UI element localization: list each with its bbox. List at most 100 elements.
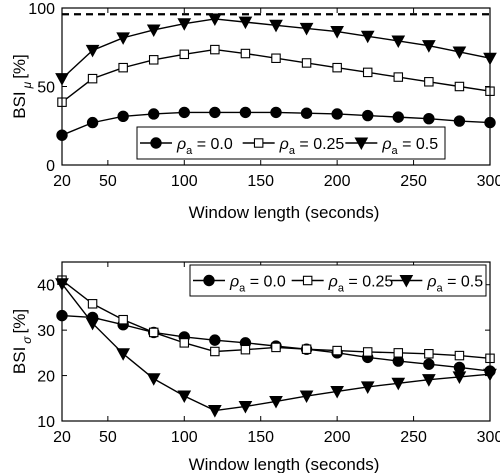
chart-1-series-2-point [362,67,373,78]
chart-1-series-3-point [360,30,375,44]
chart-2-series-3-point [330,385,344,399]
chart-2-legend-rho: ρ [426,274,436,291]
chart-1-y-tick-label: 0 [46,158,55,175]
chart-1-series-2-point [332,62,342,73]
chart-1-series-1-point [300,107,313,119]
chart-2-legend-value: = 0.25 [344,274,393,291]
chart-1-series-3-point [116,32,130,45]
chart-1-x-axis-label: Window length (seconds) [189,203,380,222]
chart-1-x-tick-label: 50 [99,173,117,190]
chart-1-x-tick-label: 20 [53,173,71,190]
chart-1-series-1-point [86,116,99,129]
chart-2-series-3 [55,278,497,418]
chart-1-y-tick-label: 100 [28,1,55,18]
chart-1-legend-box [136,126,446,160]
chart-2-plot-frame [61,261,491,422]
chart-2-series-3-point [116,348,130,361]
chart-2-legend-rho: ρ [229,274,239,291]
chart-1-series-2-point [179,49,190,60]
chart-2-legend-label-2: ρa = 0.25 [328,274,394,295]
chart-1-series-3-point [391,35,406,49]
chart-1-x-tick-label: 200 [324,173,351,190]
chart-2-y-tick-label: 30 [37,323,55,340]
chart-2-series-3-point [360,381,375,394]
chart-1-series-2-point [118,62,128,73]
chart-1-legend-marker [354,137,369,151]
chart-2-series-2-point [301,344,312,354]
chart-1-y-axis-label-main: BSI [10,91,29,118]
chart-2-series-3-point [177,390,192,404]
chart-1-series-2-point [301,58,312,68]
chart-2-x-axis-label: Window length (seconds) [189,455,380,473]
chart-2-series-2-point [362,347,373,357]
chart-1-y-axis-label-unit: [%] [10,54,29,79]
chart-1-series-1-point [270,106,282,119]
chart-2-y-tick-label: 10 [37,414,55,431]
chart-1-series-2-point [271,53,281,63]
chart-2-legend-sub: a [239,283,246,295]
chart-1-legend-label-2: ρa = 0.25 [279,136,345,157]
chart-1-series-1 [56,106,496,141]
chart-2-series-2-point [87,299,98,309]
chart-2-legend-box [189,264,487,297]
chart-2-series-2-point [454,350,465,361]
chart-2-y-axis-label-main: BSI [10,347,29,374]
chart-2-series-3-point [422,374,436,387]
chart-1-legend-sub: a [186,145,193,157]
chart-2-series-3-point [238,400,253,414]
chart-1-series-1-point [239,106,252,119]
chart-1-series-3-point [330,26,344,39]
chart-1-series-3-point [238,16,253,30]
chart-2-series-3-point [299,390,314,404]
chart-1-legend-value: = 0.0 [192,136,233,153]
chart-1-legend-rho: ρ [279,136,289,153]
chart-1-x-tick-label: 300 [477,173,500,190]
chart-2-y-tick-label: 40 [37,278,55,295]
chart-1-x-tick-label: 250 [400,173,427,190]
chart-2-series-3-point [146,373,161,386]
chart-1-y-axis-label-sub: μ [20,81,34,89]
chart-1-series-1-point [178,106,190,119]
chart-1-series-1-point [423,112,435,125]
chart-1-legend: ρa = 0.0 ρa = 0.25 ρa = 0.5 [136,126,446,160]
chart-2-legend-sub: a [338,283,345,295]
chart-1-series-2-point [424,77,434,87]
chart-2-series-3-point [208,405,222,418]
chart-1-legend-rho: ρ [381,136,391,153]
chart-1-series-1-point [117,110,129,123]
chart-1-series-2-point [148,55,159,65]
chart-2-series-3-point [269,395,283,409]
chart-2-y-tick-label: 20 [37,369,55,386]
chart-1-series-3-point [208,13,222,27]
chart-2-series-3-point [391,377,406,391]
chart-1-y-tick-label: 50 [37,80,55,97]
chart-2-x-tick-label: 20 [53,429,71,446]
chart-2-x-tick-label: 250 [400,429,427,446]
chart-1-series-1-point [148,108,160,120]
chart-2-series-2-point [210,346,220,357]
chart-2-legend-label-3: ρa = 0.5 [426,274,483,295]
chart-1-x-tick-label: 100 [171,173,198,190]
chart-2-series-2-point [424,349,434,359]
chart-1-series-1-point [331,108,343,120]
chart-1-x-tick-label: 150 [247,173,274,190]
chart-1-series-2-point [87,73,98,84]
chart-1-series-3-point [146,24,161,38]
chart-1-series-3-point [299,22,314,36]
chart-1: 20 50 100 150 200 250 300 0 50 100 Window length (… [10,1,500,222]
chart-2-legend: ρa = 0.0 ρa = 0.25 ρa = 0.5 [189,264,487,297]
chart-2-legend-rho: ρ [328,274,338,291]
chart-1-legend-marker [253,138,264,148]
chart-2-x-tick-label: 150 [247,429,274,446]
chart-1-series-3-point [85,44,100,58]
chart-1-series-2 [57,44,495,107]
chart-2-series-2-point [271,342,281,353]
chart-1-series-1-point [453,115,466,127]
chart-2-y-axis-label: BSI σ [%] [10,309,34,374]
chart-2-y-axis-label-unit: [%] [10,309,29,334]
chart-2-series-3-point [452,371,467,384]
chart-2-series-2-point [240,344,251,355]
chart-1-series-3-point [422,40,436,53]
